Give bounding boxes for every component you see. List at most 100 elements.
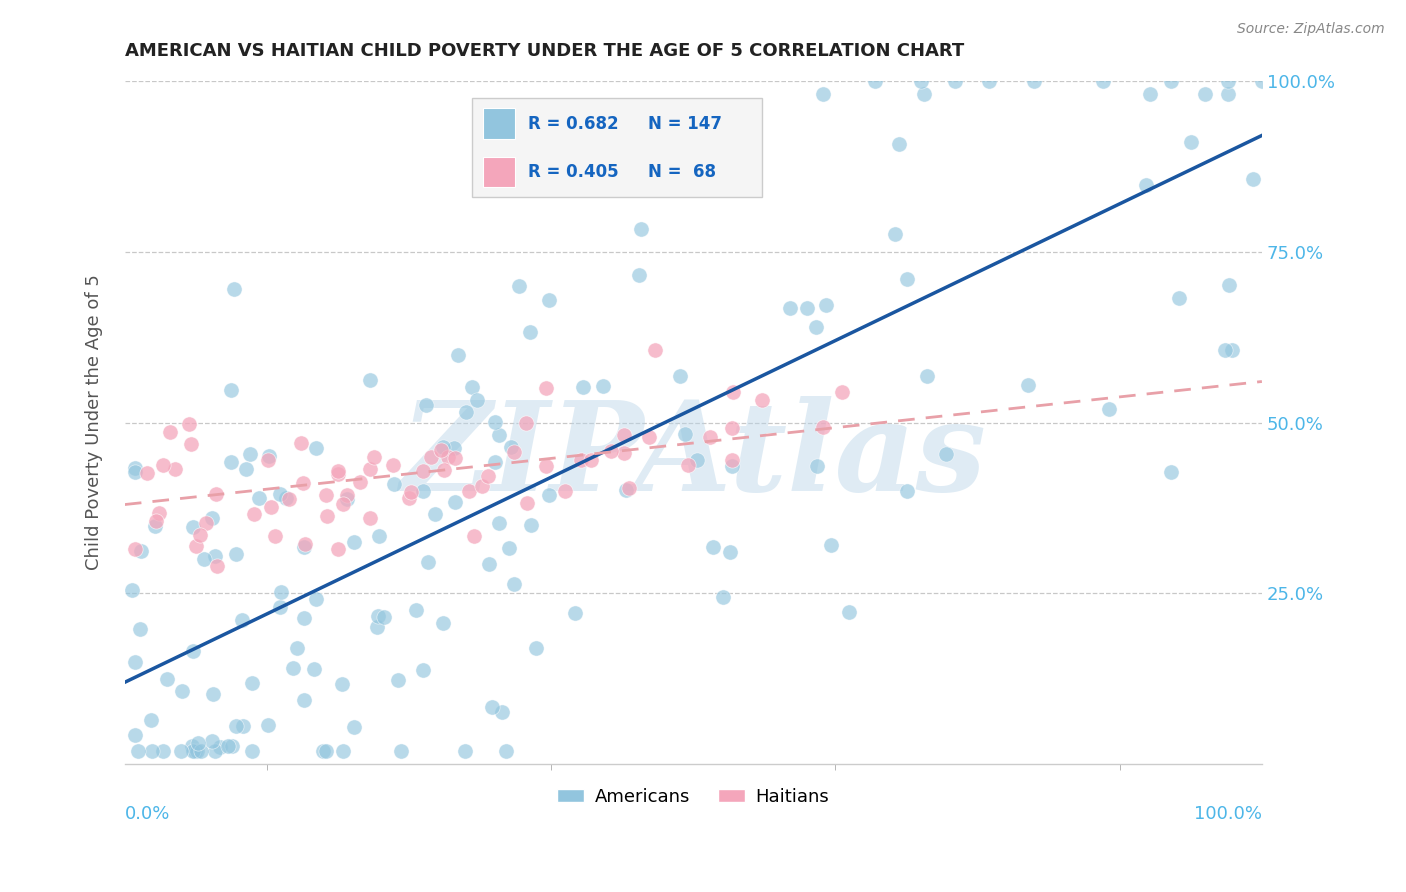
Point — [247, 491, 270, 506]
Point — [181, 739, 204, 753]
Point — [644, 343, 666, 358]
Point — [477, 468, 499, 483]
Point — [796, 301, 818, 315]
Point — [181, 644, 204, 658]
Point — [135, 466, 157, 480]
Point — [359, 373, 381, 387]
Point — [260, 500, 283, 514]
Point — [124, 655, 146, 669]
Point — [613, 446, 636, 460]
Point — [534, 381, 557, 395]
Point — [359, 511, 381, 525]
Point — [274, 491, 297, 506]
Point — [332, 743, 354, 757]
Point — [326, 541, 349, 556]
Point — [257, 453, 280, 467]
Text: AMERICAN VS HAITIAN CHILD POVERTY UNDER THE AGE OF 5 CORRELATION CHART: AMERICAN VS HAITIAN CHILD POVERTY UNDER … — [125, 42, 965, 60]
Point — [264, 529, 287, 543]
Bar — [484, 108, 515, 139]
Point — [814, 298, 837, 312]
Point — [481, 699, 503, 714]
Point — [181, 743, 204, 757]
Point — [1160, 74, 1182, 88]
Point — [239, 447, 262, 461]
Point — [1017, 378, 1039, 392]
Text: Source: ZipAtlas.com: Source: ZipAtlas.com — [1237, 22, 1385, 37]
Point — [412, 663, 434, 677]
Point — [537, 488, 560, 502]
Point — [977, 74, 1000, 88]
Point — [180, 437, 202, 451]
Point — [302, 662, 325, 676]
Point — [804, 319, 827, 334]
Point — [581, 453, 603, 467]
Point — [668, 368, 690, 383]
Point — [686, 452, 709, 467]
Point — [699, 430, 721, 444]
Point — [1024, 74, 1046, 88]
Point — [501, 441, 523, 455]
Text: 100.0%: 100.0% — [1194, 805, 1263, 823]
Point — [524, 640, 547, 655]
Point — [537, 293, 560, 308]
Point — [217, 739, 239, 753]
Point — [170, 743, 193, 757]
Point — [572, 380, 595, 394]
Point — [194, 516, 217, 530]
Point — [630, 221, 652, 235]
Point — [602, 143, 624, 157]
Point — [204, 743, 226, 757]
Point — [478, 557, 501, 571]
Point — [221, 739, 243, 753]
Point — [628, 268, 651, 283]
Point — [491, 705, 513, 719]
Point — [398, 491, 420, 506]
Point — [502, 444, 524, 458]
Point — [131, 544, 153, 558]
Text: R = 0.682: R = 0.682 — [529, 115, 619, 133]
Point — [614, 483, 637, 498]
Point — [294, 537, 316, 551]
Point — [326, 464, 349, 478]
Point — [432, 616, 454, 631]
Point — [520, 517, 543, 532]
Point — [152, 743, 174, 757]
Point — [186, 539, 208, 553]
Point — [148, 506, 170, 520]
Point — [436, 450, 458, 465]
Point — [141, 713, 163, 727]
Point — [425, 508, 447, 522]
Point — [399, 485, 422, 500]
Point — [235, 461, 257, 475]
Point — [367, 608, 389, 623]
Point — [432, 440, 454, 454]
Point — [721, 453, 744, 467]
Point — [1213, 343, 1236, 358]
Point — [363, 450, 385, 464]
Point — [336, 488, 359, 502]
Point — [292, 693, 315, 707]
Point — [884, 227, 907, 241]
Point — [498, 541, 520, 555]
Point — [332, 497, 354, 511]
Point — [336, 491, 359, 506]
Point — [201, 510, 224, 524]
Point — [124, 728, 146, 742]
Point — [232, 719, 254, 733]
Point — [488, 427, 510, 442]
Point — [463, 528, 485, 542]
Point — [269, 487, 291, 501]
Point — [519, 325, 541, 339]
Point — [292, 540, 315, 554]
Point — [718, 545, 741, 559]
Point — [564, 606, 586, 620]
Point — [488, 516, 510, 530]
Point — [1167, 291, 1189, 305]
Point — [328, 467, 350, 482]
Point — [240, 676, 263, 690]
Text: N =  68: N = 68 — [648, 163, 716, 181]
Point — [127, 743, 149, 757]
Point — [887, 137, 910, 152]
Point — [444, 451, 467, 466]
Point — [457, 483, 479, 498]
